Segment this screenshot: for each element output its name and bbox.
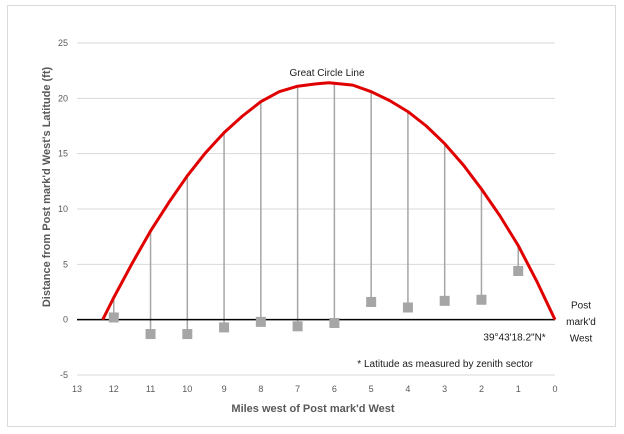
x-tick-label: 13: [72, 384, 82, 394]
x-tick-label: 4: [405, 384, 410, 394]
x-tick-label: 11: [146, 384, 155, 394]
data-marker: [329, 317, 340, 328]
y-tick-label: 10: [58, 204, 68, 214]
x-tick-label: 0: [552, 384, 557, 394]
y-tick-label: 25: [58, 38, 68, 48]
data-marker: [145, 329, 156, 340]
data-marker: [219, 322, 230, 333]
annotations: Great Circle Line Post mark'd West 39°43'18.…: [290, 68, 596, 370]
annotation-label: mark'd: [566, 317, 596, 328]
x-tick-label: 9: [222, 384, 227, 394]
annotation-label: * Latitude as measured by zenith sector: [357, 359, 533, 370]
annotation-label: Post: [571, 300, 591, 311]
x-tick-label: 2: [479, 384, 484, 394]
x-tick-label: 8: [258, 384, 263, 394]
x-axis-title: Miles west of Post mark'd West: [231, 403, 395, 415]
x-tick-label: 5: [369, 384, 374, 394]
data-marker: [255, 316, 266, 327]
data-marker: [476, 294, 487, 305]
y-tick-label: -5: [60, 370, 68, 380]
x-tick-label: 6: [332, 384, 337, 394]
x-tick-label: 10: [182, 384, 192, 394]
x-tick-label: 12: [109, 384, 119, 394]
annotation-label: West: [570, 333, 593, 344]
great-circle-curve: [101, 81, 557, 321]
x-tick-label: 3: [442, 384, 447, 394]
y-tick-label: 20: [58, 93, 68, 103]
y-axis-title: Distance from Post mark'd West's Latitud…: [41, 66, 53, 307]
great-circle-line: [101, 81, 557, 321]
chart-frame: [7, 5, 616, 427]
annotation-label: 39°43'18.2"N*: [483, 332, 545, 343]
y-tick-label: 5: [63, 259, 68, 269]
y-tick-label: 15: [58, 149, 68, 159]
x-tick-label: 1: [516, 384, 521, 394]
data-marker: [292, 321, 303, 332]
gridlines: [77, 42, 555, 376]
x-tick-label: 7: [295, 384, 300, 394]
data-marker: [366, 296, 377, 307]
data-marker: [108, 312, 119, 323]
y-tick-label: 0: [63, 315, 68, 325]
data-marker: [439, 295, 450, 306]
x-tick-labels: 13 12 11 10 9 8 7 6 5 4 3 2 1 0: [72, 384, 558, 394]
data-marker: [513, 265, 524, 276]
markers: [108, 265, 524, 340]
data-marker: [402, 302, 413, 313]
data-marker: [182, 329, 193, 340]
annotation-label: Great Circle Line: [290, 68, 365, 79]
y-tick-labels: -5 0 5 10 15 20 25: [58, 38, 68, 380]
